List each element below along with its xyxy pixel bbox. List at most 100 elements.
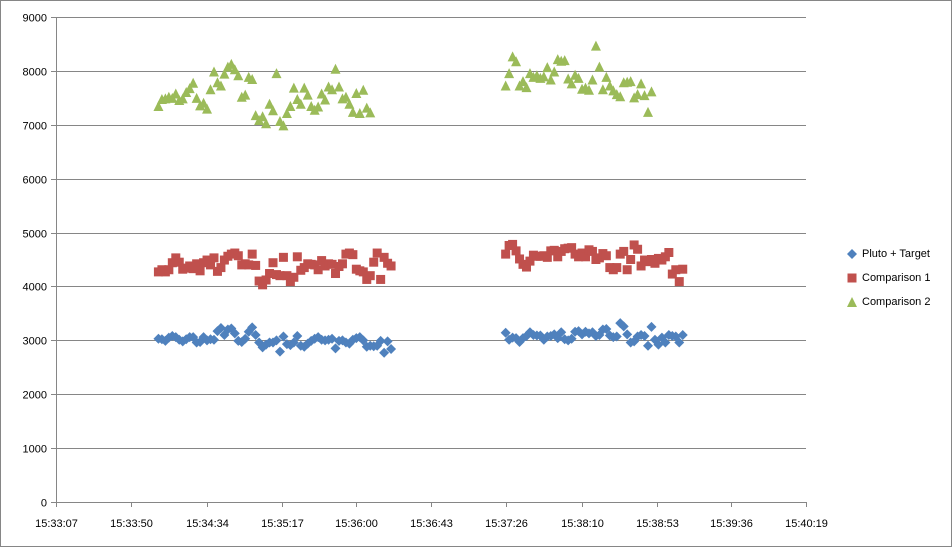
legend-label: Comparison 1 [862, 272, 931, 284]
data-point [566, 78, 577, 89]
data-point [549, 245, 559, 255]
legend-item-comparison-1: Comparison 1 [846, 266, 951, 290]
data-point [215, 322, 226, 333]
x-tick-label: 15:33:07 [35, 518, 78, 530]
data-point [643, 106, 654, 117]
data-point [587, 246, 597, 256]
data-point [348, 250, 358, 260]
data-point [521, 82, 532, 93]
x-tick-label: 15:38:10 [561, 518, 604, 530]
data-point [184, 83, 195, 94]
data-point [597, 84, 608, 95]
data-point [268, 258, 278, 268]
data-point [639, 331, 650, 342]
data-point [549, 66, 560, 77]
data-point [674, 277, 684, 287]
data-point [247, 249, 257, 259]
data-point [508, 239, 518, 249]
y-tick-label: 1000 [23, 444, 47, 456]
data-point [244, 260, 254, 270]
data-point [643, 340, 654, 351]
data-point [327, 84, 338, 95]
data-point [340, 91, 351, 102]
data-point [198, 97, 209, 108]
x-tick-label: 15:39:36 [710, 518, 753, 530]
data-point [215, 80, 226, 91]
data-point [299, 82, 310, 93]
data-point [292, 252, 302, 262]
y-tick-label: 6000 [23, 175, 47, 187]
data-point [365, 107, 376, 118]
data-point [376, 274, 386, 284]
data-point [337, 259, 347, 269]
data-point [275, 271, 285, 281]
data-point [240, 89, 251, 100]
data-point [229, 64, 240, 75]
data-point [202, 103, 213, 114]
data-point [292, 331, 303, 342]
series-pluto-target [153, 318, 688, 358]
data-point [229, 328, 240, 339]
axes [51, 17, 807, 507]
data-point [566, 333, 577, 344]
data-point [188, 77, 199, 88]
data-point [265, 269, 275, 279]
data-point [365, 271, 375, 281]
data-point [295, 98, 306, 109]
square-marker-icon [846, 272, 858, 284]
data-point [351, 88, 362, 99]
data-point [208, 66, 219, 77]
legend-item-comparison-2: Comparison 2 [846, 290, 951, 314]
data-point [615, 91, 626, 102]
data-point [209, 253, 219, 263]
data-point [250, 329, 261, 340]
data-point [216, 263, 226, 273]
data-point [618, 321, 629, 332]
data-point [233, 251, 243, 261]
data-point [626, 255, 636, 264]
data-point [177, 93, 188, 104]
data-point [313, 101, 324, 112]
data-point [375, 335, 386, 346]
data-point [251, 260, 261, 270]
data-point [247, 74, 258, 85]
legend-label: Comparison 2 [862, 296, 931, 308]
data-point [302, 89, 313, 100]
legend-label: Pluto + Target [862, 248, 930, 260]
data-point [268, 105, 279, 116]
data-point [170, 88, 181, 99]
data-point [525, 256, 535, 266]
x-tick-label: 15:37:26 [485, 518, 528, 530]
data-point [285, 100, 296, 111]
data-point [264, 98, 275, 109]
legend-item-pluto-target: Pluto + Target [846, 242, 951, 266]
data-point [274, 346, 285, 357]
data-point [330, 343, 341, 354]
data-point [632, 89, 643, 100]
data-point [205, 84, 216, 95]
data-point [671, 265, 681, 275]
series-comparison-1 [153, 239, 688, 290]
data-point [247, 322, 258, 333]
data-point [344, 98, 355, 109]
data-point [500, 80, 511, 91]
data-point [545, 74, 556, 85]
data-point [382, 336, 393, 347]
data-point [153, 100, 164, 111]
data-point [590, 40, 601, 51]
data-point [601, 71, 612, 82]
data-point [518, 76, 529, 87]
data-point [278, 252, 288, 262]
data-point [515, 254, 525, 264]
data-point [583, 84, 594, 95]
y-tick-label: 4000 [23, 282, 47, 294]
data-point [674, 337, 685, 348]
data-point [379, 347, 390, 358]
data-point [358, 267, 368, 277]
data-point [622, 265, 632, 275]
data-point [511, 246, 521, 256]
data-point [310, 260, 320, 270]
data-point [622, 329, 633, 340]
